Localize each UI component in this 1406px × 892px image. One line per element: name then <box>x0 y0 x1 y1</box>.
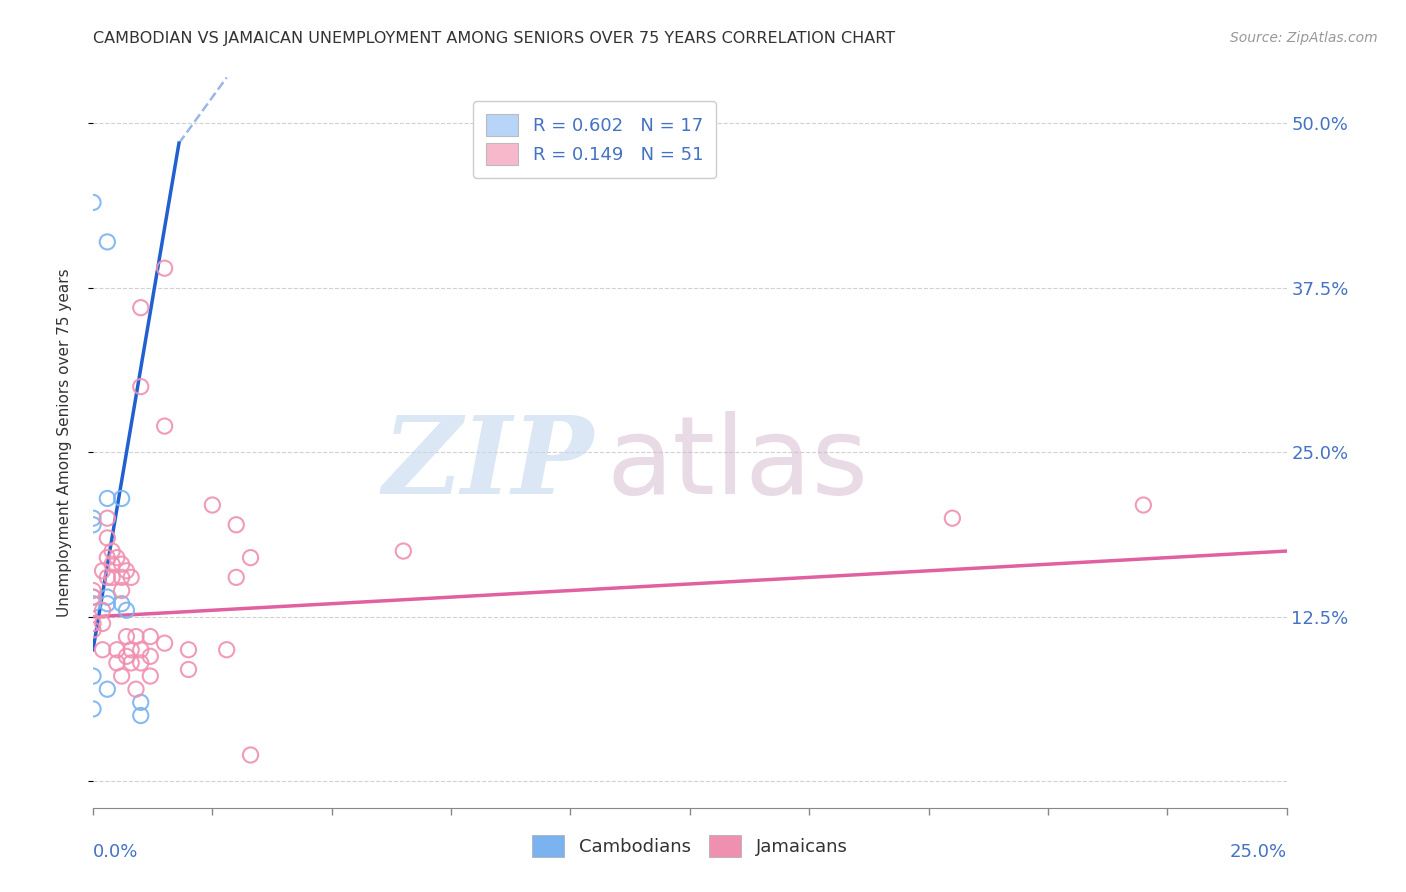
Point <box>392 544 415 558</box>
Text: 0.0%: 0.0% <box>93 843 138 862</box>
Point <box>82 669 104 683</box>
Point <box>101 558 124 572</box>
Point <box>153 419 176 434</box>
Point <box>96 682 118 697</box>
Point <box>120 642 142 657</box>
Point <box>82 517 104 532</box>
Point <box>177 663 200 677</box>
Point <box>82 590 104 604</box>
Point <box>82 623 104 637</box>
Point <box>111 669 134 683</box>
Point <box>139 649 162 664</box>
Point <box>96 235 118 249</box>
Text: atlas: atlas <box>606 411 869 517</box>
Point <box>120 656 142 670</box>
Point <box>239 747 262 762</box>
Point <box>129 695 152 709</box>
Point <box>115 630 138 644</box>
Point <box>129 708 152 723</box>
Point <box>115 649 138 664</box>
Point <box>225 517 247 532</box>
Y-axis label: Unemployment Among Seniors over 75 years: Unemployment Among Seniors over 75 years <box>58 268 72 617</box>
Point <box>111 570 134 584</box>
Point <box>82 511 104 525</box>
Text: ZIP: ZIP <box>382 411 595 517</box>
Point <box>125 682 148 697</box>
Point <box>82 597 104 611</box>
Point <box>96 570 118 584</box>
Point <box>215 642 238 657</box>
Point <box>101 544 124 558</box>
Text: Source: ZipAtlas.com: Source: ZipAtlas.com <box>1230 31 1378 45</box>
Point <box>101 570 124 584</box>
Point <box>105 642 128 657</box>
Point <box>91 642 114 657</box>
Point <box>1132 498 1154 512</box>
Text: 25.0%: 25.0% <box>1229 843 1286 862</box>
Point <box>96 531 118 545</box>
Point <box>239 550 262 565</box>
Point <box>105 550 128 565</box>
Point <box>82 616 104 631</box>
Point <box>91 616 114 631</box>
Text: CAMBODIAN VS JAMAICAN UNEMPLOYMENT AMONG SENIORS OVER 75 YEARS CORRELATION CHART: CAMBODIAN VS JAMAICAN UNEMPLOYMENT AMONG… <box>93 31 896 46</box>
Point <box>96 491 118 506</box>
Point <box>82 590 104 604</box>
Point <box>111 558 134 572</box>
Point <box>201 498 224 512</box>
Point <box>96 590 118 604</box>
Point <box>129 301 152 315</box>
Point <box>225 570 247 584</box>
Point <box>96 511 118 525</box>
Point <box>111 597 134 611</box>
Point <box>129 656 152 670</box>
Point <box>129 379 152 393</box>
Point <box>111 491 134 506</box>
Point <box>153 636 176 650</box>
Point <box>111 583 134 598</box>
Point <box>105 656 128 670</box>
Point <box>91 603 114 617</box>
Point <box>177 642 200 657</box>
Point <box>941 511 963 525</box>
Point <box>96 550 118 565</box>
Point <box>139 669 162 683</box>
Point <box>139 630 162 644</box>
Point <box>82 583 104 598</box>
Point <box>129 642 152 657</box>
Point <box>115 603 138 617</box>
Point <box>125 630 148 644</box>
Point <box>82 702 104 716</box>
Point <box>82 195 104 210</box>
Point <box>91 564 114 578</box>
Point <box>96 597 118 611</box>
Legend: Cambodians, Jamaicans: Cambodians, Jamaicans <box>524 828 855 864</box>
Point <box>153 261 176 276</box>
Point <box>120 570 142 584</box>
Point <box>115 564 138 578</box>
